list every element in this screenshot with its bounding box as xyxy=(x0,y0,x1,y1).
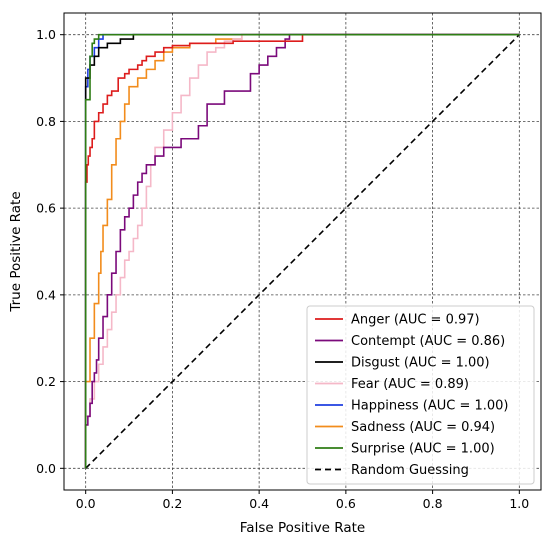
x-tick-label: 1.0 xyxy=(509,496,529,511)
y-tick-label: 0.4 xyxy=(36,287,56,302)
random-guessing-line xyxy=(85,34,520,469)
legend-label: Fear (AUC = 0.89) xyxy=(351,377,469,392)
series-line-fear xyxy=(84,33,520,469)
legend: Anger (AUC = 0.97) Contempt (AUC = 0.86) D… xyxy=(306,305,535,485)
legend-box xyxy=(306,305,535,485)
y-tick-label: 0.0 xyxy=(36,461,56,476)
legend-label: Disgust (AUC = 1.00) xyxy=(351,356,490,371)
x-tick-label: 0.0 xyxy=(76,496,96,511)
y-tick-label: 1.0 xyxy=(36,27,56,42)
legend-label: Happiness (AUC = 1.00) xyxy=(351,399,509,414)
series-line-surprise xyxy=(84,33,520,469)
plot-frame xyxy=(63,12,542,491)
x-axis-ticks: 0.0 0.2 0.4 0.6 0.8 1.0 xyxy=(76,490,529,511)
x-tick-label: 0.8 xyxy=(423,496,443,511)
series-line-sadness xyxy=(84,33,520,469)
legend-label: Sadness (AUC = 0.94) xyxy=(351,420,495,435)
series-line-contempt xyxy=(84,33,520,469)
x-tick-label: 0.6 xyxy=(336,496,356,511)
legend-label: Surprise (AUC = 1.00) xyxy=(351,442,495,457)
legend-label: Contempt (AUC = 0.86) xyxy=(351,334,505,349)
y-axis-ticks: 0.0 0.2 0.4 0.6 0.8 1.0 xyxy=(36,27,64,476)
x-axis-label: False Positive Rate xyxy=(240,520,365,536)
y-tick-label: 0.2 xyxy=(36,374,56,389)
series-lines xyxy=(84,33,520,469)
legend-label: Random Guessing xyxy=(351,463,469,478)
x-tick-label: 0.4 xyxy=(249,496,269,511)
y-tick-label: 0.6 xyxy=(36,201,56,216)
y-axis-label: True Positive Rate xyxy=(8,191,24,312)
y-tick-label: 0.8 xyxy=(36,114,56,129)
legend-label: Anger (AUC = 0.97) xyxy=(351,313,480,328)
x-tick-label: 0.2 xyxy=(162,496,182,511)
series-line-anger xyxy=(84,33,520,469)
